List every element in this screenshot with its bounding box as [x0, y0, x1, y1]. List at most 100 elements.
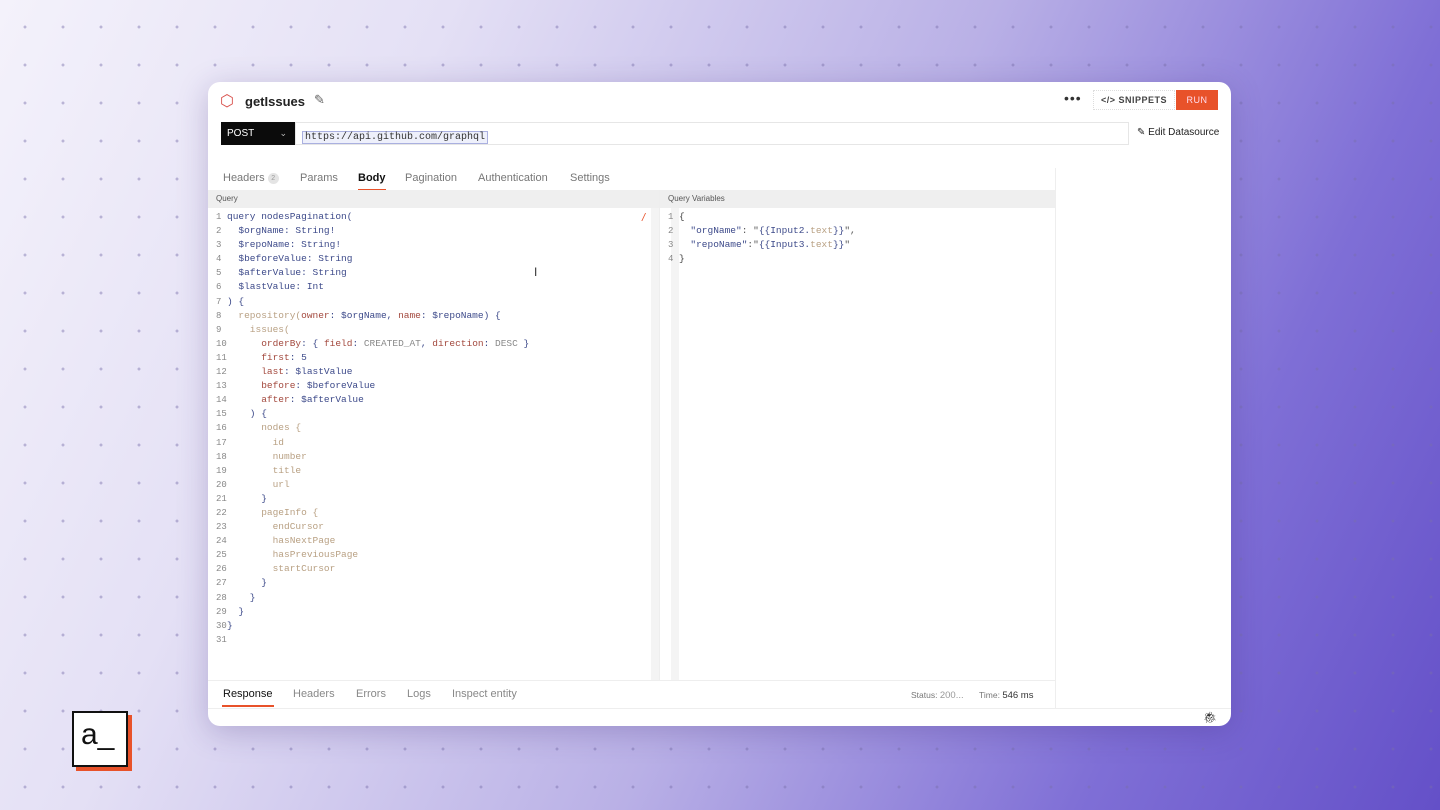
- tab-errors[interactable]: Errors: [356, 688, 386, 700]
- code-line: 31: [208, 633, 648, 647]
- line-number: 4: [216, 254, 222, 265]
- line-number: 2: [216, 226, 222, 237]
- line-number: 5: [216, 268, 222, 279]
- code-token: hasPreviousPage: [227, 549, 359, 561]
- code-token: ",: [844, 225, 856, 237]
- line-number: 6: [216, 282, 222, 293]
- code-token: text: [810, 239, 833, 251]
- code-line: 30}: [208, 619, 648, 633]
- code-token: }: [227, 577, 267, 589]
- code-line: 23 endCursor: [208, 520, 648, 534]
- url-input[interactable]: https://api.github.com/graphql: [295, 122, 1129, 145]
- query-scrollbar[interactable]: [651, 208, 659, 680]
- line-number: 12: [216, 367, 227, 378]
- code-token: : $afterValue: [289, 394, 364, 406]
- panel-divider: [659, 190, 660, 680]
- line-number: 2: [668, 226, 674, 237]
- edit-datasource-button[interactable]: ✎ Edit Datasource: [1137, 127, 1220, 138]
- bug-icon[interactable]: 🐞︎: [1203, 712, 1217, 724]
- time-readout: Time: 546 ms: [979, 690, 1034, 701]
- prettify-icon[interactable]: /: [642, 212, 646, 224]
- code-line: 2 $orgName: String!: [208, 224, 648, 238]
- code-token: {: [679, 211, 685, 222]
- code-token: {{Input3.: [758, 239, 811, 251]
- line-number: 26: [216, 564, 227, 575]
- code-token: id: [227, 436, 285, 448]
- code-token: }: [517, 337, 530, 349]
- tab-inspect-entity[interactable]: Inspect entity: [452, 688, 517, 700]
- line-number: 28: [216, 592, 227, 603]
- code-token: nodes {: [227, 422, 302, 434]
- code-token: ) {: [227, 408, 267, 420]
- code-token: }: [679, 253, 685, 265]
- code-token: : $lastValue: [284, 366, 353, 378]
- code-token: issues(: [227, 323, 290, 335]
- line-number: 8: [216, 310, 222, 321]
- query-title[interactable]: getIssues: [245, 94, 305, 109]
- code-line: 14 after: $afterValue: [208, 393, 648, 407]
- query-panel-header: Query: [208, 190, 659, 208]
- tab-authentication[interactable]: Authentication: [478, 172, 548, 184]
- code-token: ) {: [227, 295, 245, 307]
- line-number: 3: [216, 240, 222, 251]
- code-token: DESC: [495, 337, 518, 349]
- code-token: endCursor: [227, 521, 324, 533]
- code-token: $afterValue: String: [227, 267, 347, 279]
- tab-response[interactable]: Response: [222, 688, 274, 707]
- code-token: :: [483, 337, 495, 349]
- headers-count-badge: 2: [267, 173, 279, 184]
- code-token: $orgName: String!: [227, 225, 336, 237]
- header: ⬡ getIssues ✎ ••• </> SNIPPETS RUN: [208, 82, 1231, 120]
- query-code-editor[interactable]: 1 query nodesPagination(2 $orgName: Strin…: [208, 210, 648, 647]
- chevron-down-icon: ⌄: [279, 128, 287, 138]
- code-token: startCursor: [227, 563, 336, 575]
- code-token: hasNextPage: [227, 535, 336, 547]
- code-line: 25 hasPreviousPage: [208, 548, 648, 562]
- line-number: 10: [216, 338, 227, 349]
- line-number: 3: [668, 240, 674, 251]
- line-number: 21: [216, 493, 227, 504]
- code-token: name: [398, 309, 421, 321]
- tab-settings[interactable]: Settings: [570, 172, 610, 184]
- line-number: 1: [668, 212, 674, 222]
- run-button[interactable]: RUN: [1176, 90, 1218, 110]
- tab-params[interactable]: Params: [300, 172, 338, 184]
- line-number: 23: [216, 522, 227, 533]
- tab-response-headers[interactable]: Headers: [293, 688, 335, 700]
- variables-scrollbar[interactable]: [671, 208, 679, 680]
- code-line: 28 }: [208, 591, 648, 605]
- more-options-ellipsis-icon[interactable]: •••: [1064, 90, 1082, 106]
- code-token: ": [844, 239, 851, 251]
- code-token: before: [227, 380, 296, 392]
- code-token: : $repoName) {: [420, 309, 501, 321]
- code-line: 24 hasNextPage: [208, 534, 648, 548]
- method-select[interactable]: POST ⌄: [221, 122, 295, 145]
- code-token: {{Input2.: [758, 225, 811, 237]
- line-number: 1: [216, 212, 222, 222]
- code-line: 5 $afterValue: String: [208, 266, 648, 280]
- line-number: 18: [216, 451, 227, 462]
- code-token: direction: [432, 337, 484, 349]
- line-number: 25: [216, 550, 227, 561]
- brand-logo: a_: [72, 711, 128, 767]
- tab-headers[interactable]: Headers 2: [223, 172, 279, 184]
- line-number: 24: [216, 536, 227, 547]
- tab-pagination[interactable]: Pagination: [405, 172, 457, 184]
- code-line: 12 last: $lastValue: [208, 365, 648, 379]
- variables-code-editor[interactable]: 1{2 "orgName": "{{Input2.text}}", 3 "repo…: [660, 210, 1050, 266]
- tab-body[interactable]: Body: [358, 172, 386, 191]
- code-icon: </>: [1101, 95, 1119, 105]
- code-token: after: [227, 394, 290, 406]
- line-number: 22: [216, 507, 227, 518]
- footer-bar: 🐞︎: [208, 708, 1231, 726]
- line-number: 14: [216, 395, 227, 406]
- tab-logs[interactable]: Logs: [407, 688, 431, 700]
- code-token: }: [227, 492, 267, 504]
- code-token: :: [352, 337, 364, 349]
- snippets-button[interactable]: </> SNIPPETS: [1093, 90, 1176, 110]
- code-line: 15 ) {: [208, 407, 648, 421]
- code-token: : $beforeValue: [295, 380, 376, 392]
- code-line: 21 }: [208, 492, 648, 506]
- edit-title-pencil-icon[interactable]: ✎: [314, 92, 325, 107]
- code-line: 13 before: $beforeValue: [208, 379, 648, 393]
